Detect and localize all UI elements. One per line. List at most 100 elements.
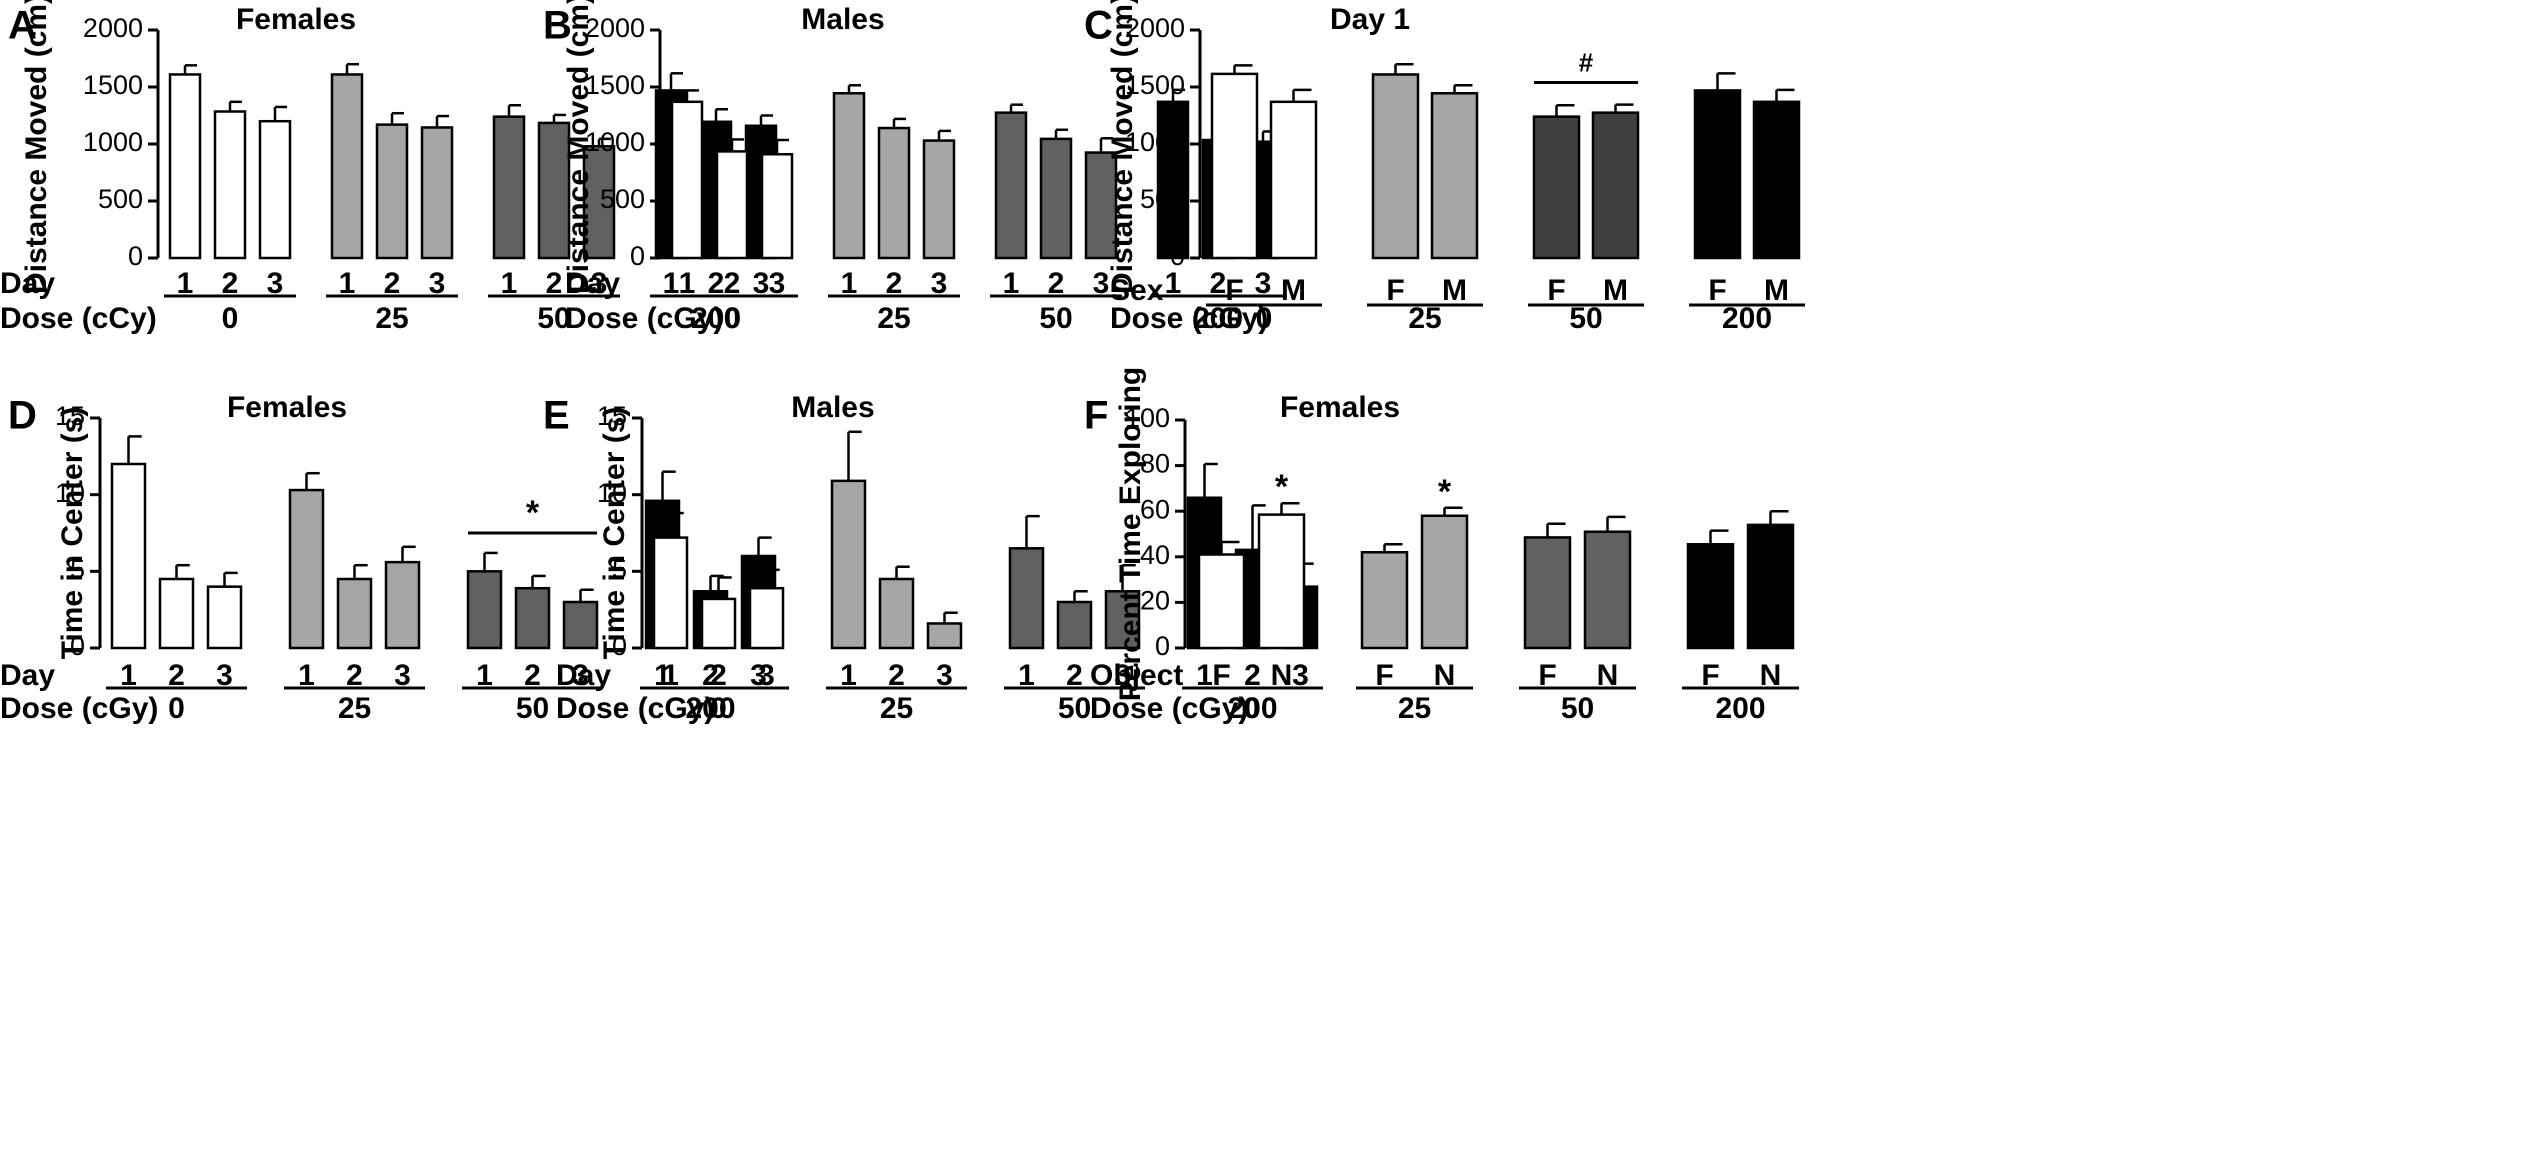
bar: [384, 560, 421, 650]
bar-category-label: F: [1538, 659, 1556, 692]
dose-label: 0: [710, 692, 727, 725]
dose-label: 0: [222, 302, 239, 335]
y-tick-label: 2000: [585, 13, 645, 43]
bar-category-label: 3: [1093, 267, 1110, 300]
bar: [492, 115, 526, 260]
dose-label: 200: [1193, 302, 1243, 335]
bar-category-label: 2: [1066, 659, 1083, 692]
bar-category-label: 1: [1003, 267, 1020, 300]
bar: [832, 92, 866, 260]
bar: [877, 126, 911, 260]
bar: [1420, 514, 1469, 650]
bar-category-label: M: [1281, 274, 1306, 307]
y-tick-label: 60: [1140, 494, 1170, 524]
bar: [288, 488, 325, 650]
dose-label: 0: [168, 692, 185, 725]
bar: [760, 153, 794, 260]
y-tick-label: 0: [612, 631, 627, 661]
dose-label: 25: [1398, 692, 1431, 725]
bar-category-label: 1: [1196, 659, 1213, 692]
bar: [375, 123, 409, 260]
y-tick-label: 500: [600, 184, 645, 214]
bar-category-label: 3: [758, 659, 775, 692]
bar: [168, 73, 202, 260]
bar-category-label: 2: [1048, 267, 1065, 300]
y-tick-label: 1000: [585, 127, 645, 157]
panel-letter: D: [8, 394, 37, 438]
bar-category-label: M: [1764, 274, 1789, 307]
bar: [1039, 137, 1073, 260]
dose-label: 50: [1569, 302, 1602, 335]
row-label-dose: Dose (cGy): [0, 692, 158, 725]
bar: [830, 479, 867, 650]
bar-category-label: 1: [654, 659, 671, 692]
row-label-dose: Dose (cGy): [565, 302, 723, 335]
y-tick-label: 15: [55, 401, 85, 431]
y-tick-label: 10: [597, 478, 627, 508]
bar-category-label: 3: [1255, 267, 1272, 300]
y-tick-label: 1000: [83, 127, 143, 157]
row-label-dose: Dose (cGy): [1090, 692, 1248, 725]
y-tick-label: 5: [70, 554, 85, 584]
bar: [1746, 523, 1795, 650]
bar-category-label: 1: [177, 267, 194, 300]
bar-category-label: F: [1225, 274, 1243, 307]
bar: [582, 145, 616, 260]
dose-label: 200: [1722, 302, 1772, 335]
panel-title: Females: [227, 391, 347, 424]
bar-category-label: 2: [546, 267, 563, 300]
bar-category-label: 2: [222, 267, 239, 300]
y-tick-label: 10: [55, 478, 85, 508]
bar-category-label: 3: [216, 659, 233, 692]
bar-category-label: 1: [1165, 267, 1182, 300]
bar-category-label: 2: [888, 659, 905, 692]
bar-category-label: 1: [298, 659, 315, 692]
y-tick-label: 80: [1140, 449, 1170, 479]
row-label-top: Day: [0, 659, 55, 692]
dose-label: 0: [724, 302, 741, 335]
panel-title: Females: [236, 3, 356, 36]
y-tick-label: 0: [630, 241, 645, 271]
bar-category-label: 1: [841, 267, 858, 300]
bar: [652, 536, 689, 650]
bar: [1156, 100, 1190, 260]
dose-label: 50: [537, 302, 570, 335]
bar: [715, 150, 749, 260]
bar: [420, 126, 454, 260]
y-tick-label: 0: [1155, 631, 1170, 661]
bar-category-label: 3: [267, 267, 284, 300]
significance-marker: *: [1275, 468, 1289, 506]
bar: [158, 577, 195, 650]
y-tick-label: 15: [597, 401, 627, 431]
row-label-top: Object: [1090, 659, 1183, 692]
bar-category-label: N: [1271, 659, 1293, 692]
dose-label: 0: [1256, 302, 1273, 335]
bar-category-label: 2: [1244, 659, 1261, 692]
bar-category-label: 2: [1210, 267, 1227, 300]
bar-category-label: 1: [120, 659, 137, 692]
panel-letter: F: [1084, 394, 1108, 438]
bar-category-label: 3: [591, 267, 608, 300]
bar: [1523, 536, 1572, 650]
bar: [994, 111, 1028, 260]
bar: [1269, 100, 1318, 260]
bar-category-label: 1: [840, 659, 857, 692]
bar-category-label: F: [1708, 274, 1726, 307]
bar-category-label: 2: [708, 267, 725, 300]
bar-category-label: 2: [724, 267, 741, 300]
bar: [748, 586, 785, 650]
bar-category-label: 3: [1292, 659, 1309, 692]
y-axis-title: Percent Time Exploring: [1114, 367, 1147, 702]
bar-category-label: F: [1212, 659, 1230, 692]
dose-label: 25: [880, 692, 913, 725]
panel-title: Day 1: [1330, 3, 1410, 36]
dose-label: 50: [1561, 692, 1594, 725]
bar: [466, 570, 503, 650]
y-axis-title: Time in Center (s): [598, 407, 631, 660]
bar-category-label: 3: [750, 659, 767, 692]
bar-category-label: 1: [501, 267, 518, 300]
